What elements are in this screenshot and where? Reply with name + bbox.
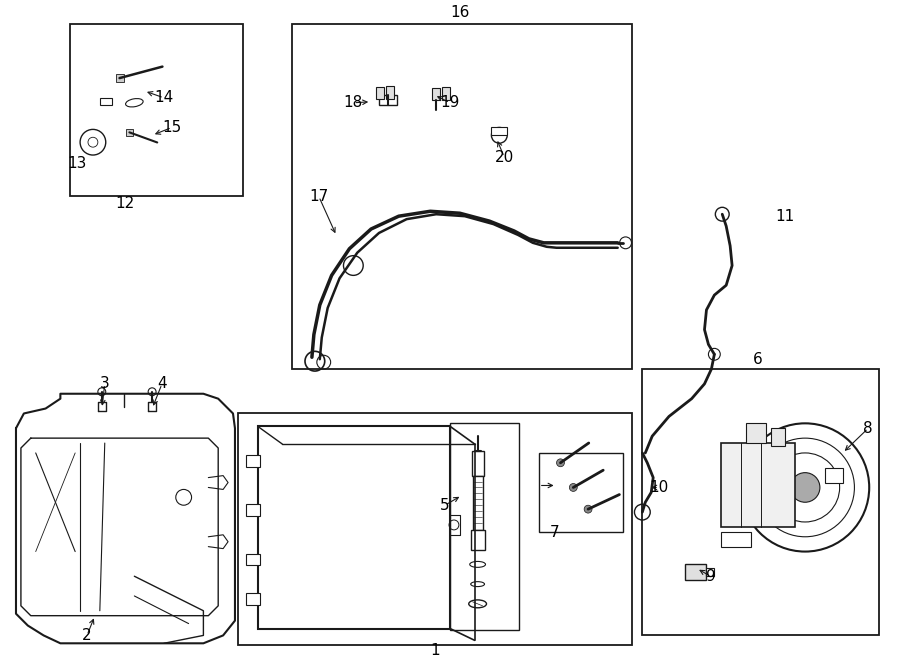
Bar — [746, 423, 766, 443]
Bar — [246, 553, 259, 565]
Text: 13: 13 — [68, 156, 86, 171]
Bar — [450, 423, 519, 630]
Circle shape — [556, 459, 564, 467]
Text: 14: 14 — [154, 90, 174, 105]
Text: 20: 20 — [495, 150, 514, 165]
Bar — [471, 530, 484, 549]
Text: 11: 11 — [776, 209, 795, 224]
Bar — [100, 98, 112, 105]
Bar — [770, 428, 786, 446]
Bar — [721, 443, 796, 527]
Bar — [257, 426, 450, 628]
Bar — [824, 468, 842, 483]
Circle shape — [790, 473, 820, 502]
Bar — [386, 86, 394, 99]
Text: 6: 6 — [753, 352, 762, 367]
Text: 12: 12 — [115, 196, 134, 211]
Text: 8: 8 — [863, 421, 873, 436]
Circle shape — [584, 505, 592, 513]
Bar — [472, 475, 482, 530]
Bar — [292, 24, 633, 369]
Text: 18: 18 — [344, 95, 363, 111]
Circle shape — [570, 483, 577, 491]
Bar — [721, 532, 751, 547]
Bar — [70, 24, 243, 197]
Bar — [246, 504, 259, 516]
Ellipse shape — [469, 600, 487, 608]
Ellipse shape — [471, 582, 484, 587]
Bar — [238, 414, 633, 645]
Text: 3: 3 — [100, 377, 110, 391]
Bar — [539, 453, 623, 532]
Text: 17: 17 — [310, 189, 328, 204]
Text: 9: 9 — [706, 569, 716, 584]
Bar — [115, 74, 123, 82]
Bar — [432, 88, 440, 100]
Bar — [442, 87, 450, 100]
Ellipse shape — [126, 99, 143, 107]
Bar — [491, 127, 508, 135]
Bar — [376, 87, 384, 99]
Bar — [246, 455, 259, 467]
Bar — [685, 565, 706, 580]
Bar — [246, 593, 259, 605]
Text: 19: 19 — [440, 95, 460, 111]
Text: 10: 10 — [650, 480, 669, 495]
Text: 15: 15 — [162, 120, 182, 135]
Ellipse shape — [470, 561, 485, 567]
Bar — [643, 369, 879, 636]
Text: 5: 5 — [440, 498, 450, 512]
Bar — [472, 451, 483, 475]
Text: 4: 4 — [158, 377, 166, 391]
Bar — [379, 95, 397, 105]
Text: 7: 7 — [550, 526, 560, 540]
Text: 16: 16 — [450, 5, 470, 19]
Text: 1: 1 — [430, 643, 440, 658]
Text: 2: 2 — [82, 628, 92, 643]
Bar — [706, 569, 715, 576]
Bar — [127, 129, 133, 136]
